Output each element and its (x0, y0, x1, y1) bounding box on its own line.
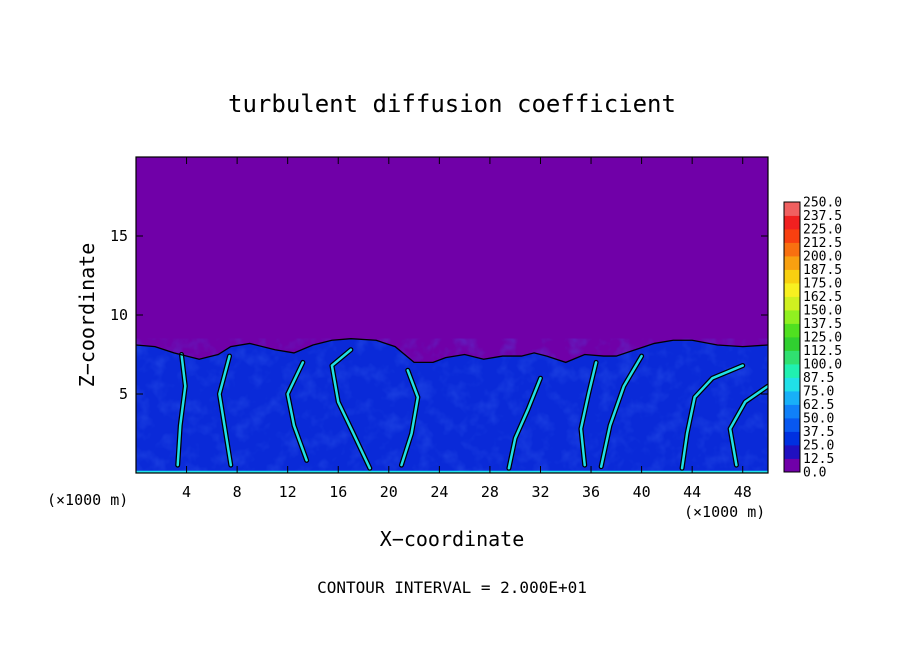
x-axis-label: X−coordinate (380, 527, 525, 551)
colorbar-label: 125.0 (803, 331, 842, 346)
y-axis-label: Z−coordinate (75, 243, 99, 388)
x-tick-label: 20 (380, 483, 398, 501)
turbulence-streak (579, 361, 598, 467)
colorbar-swatch (784, 283, 800, 297)
colorbar-label: 50.0 (803, 412, 834, 427)
colorbar-swatch (784, 391, 800, 405)
colorbar-label: 87.5 (803, 371, 834, 386)
x-tick-label: 12 (279, 483, 297, 501)
colorbar-swatch (784, 337, 800, 351)
colorbar-swatch (784, 418, 800, 432)
contour-interval-note: CONTOUR INTERVAL = 2.000E+01 (317, 578, 587, 597)
colorbar-label: 100.0 (803, 358, 842, 373)
colorbar-swatch (784, 323, 800, 338)
colorbar-swatch (784, 364, 800, 378)
colorbar-label: 200.0 (803, 250, 842, 265)
colorbar-swatch (784, 431, 800, 446)
x-tick-label: 8 (233, 483, 242, 501)
colorbar-label: 112.5 (803, 344, 842, 359)
chart-title: turbulent diffusion coefficient (228, 90, 676, 118)
colorbar-label: 212.5 (803, 236, 842, 251)
x-tick-label: 36 (582, 483, 600, 501)
y-axis-ticks: 5 10 15 (110, 227, 768, 403)
boundary-layer-texture (136, 338, 768, 473)
turbulence-streak (176, 353, 187, 467)
x-unit-right: (×1000 m) (684, 503, 765, 521)
turbulence-streak (400, 369, 420, 467)
x-tick-label: 16 (329, 483, 347, 501)
colorbar-swatch (784, 445, 800, 459)
colorbar-frame (783, 201, 801, 473)
colorbar-label: 162.5 (803, 290, 842, 305)
colorbar-swatch (784, 377, 800, 392)
turbulence-streaks (136, 347, 768, 473)
x-tick-label: 40 (633, 483, 651, 501)
turbulence-streak (599, 354, 643, 468)
colorbar-swatch (784, 296, 800, 311)
colorbar-label: 0.0 (803, 466, 826, 481)
colorbar-label: 187.5 (803, 263, 842, 278)
colorbar-swatch (784, 310, 800, 324)
x-axis-ticks: 4 8 12 16 20 24 28 32 36 40 44 48 (182, 157, 752, 501)
colorbar-label: 225.0 (803, 223, 842, 238)
colorbar-label: 237.5 (803, 209, 842, 224)
turbulence-streak (680, 364, 744, 470)
colorbar-label: 75.0 (803, 385, 834, 400)
colorbar-swatch (784, 404, 800, 419)
x-tick-label: 32 (531, 483, 549, 501)
y-tick-label: 15 (110, 227, 128, 245)
colorbar-swatch (784, 256, 800, 270)
x-tick-label: 24 (430, 483, 448, 501)
x-tick-label: 44 (683, 483, 701, 501)
colorbar: 0.012.525.037.550.062.575.087.5100.0112.… (783, 196, 842, 481)
y-tick-label: 10 (110, 306, 128, 324)
colorbar-swatch (784, 350, 800, 365)
turbulence-streak (728, 384, 768, 467)
turbulence-streak (286, 361, 308, 462)
plot-area (136, 157, 768, 473)
colorbar-label: 12.5 (803, 452, 834, 467)
x-tick-label: 28 (481, 483, 499, 501)
colorbar-swatch (784, 458, 800, 473)
x-tick-label: 4 (182, 483, 191, 501)
colorbar-label: 62.5 (803, 398, 834, 413)
y-tick-label: 5 (119, 385, 128, 403)
colorbar-label: 25.0 (803, 439, 834, 454)
x-unit-left: (×1000 m) (47, 491, 128, 509)
colorbar-swatch (784, 202, 800, 216)
colorbar-swatch (784, 242, 800, 257)
colorbar-label: 150.0 (803, 304, 842, 319)
colorbar-swatch (784, 269, 800, 284)
colorbar-swatch (784, 215, 800, 230)
colorbar-label: 37.5 (803, 425, 834, 440)
turbulence-streak (218, 354, 233, 467)
colorbar-label: 250.0 (803, 196, 842, 211)
boundary-layer-contour (136, 338, 768, 364)
turbulence-streak (507, 376, 542, 470)
colorbar-swatch (784, 229, 800, 243)
turbulence-streak (330, 348, 372, 470)
x-tick-label: 48 (734, 483, 752, 501)
colorbar-label: 137.5 (803, 317, 842, 332)
colorbar-label: 175.0 (803, 277, 842, 292)
